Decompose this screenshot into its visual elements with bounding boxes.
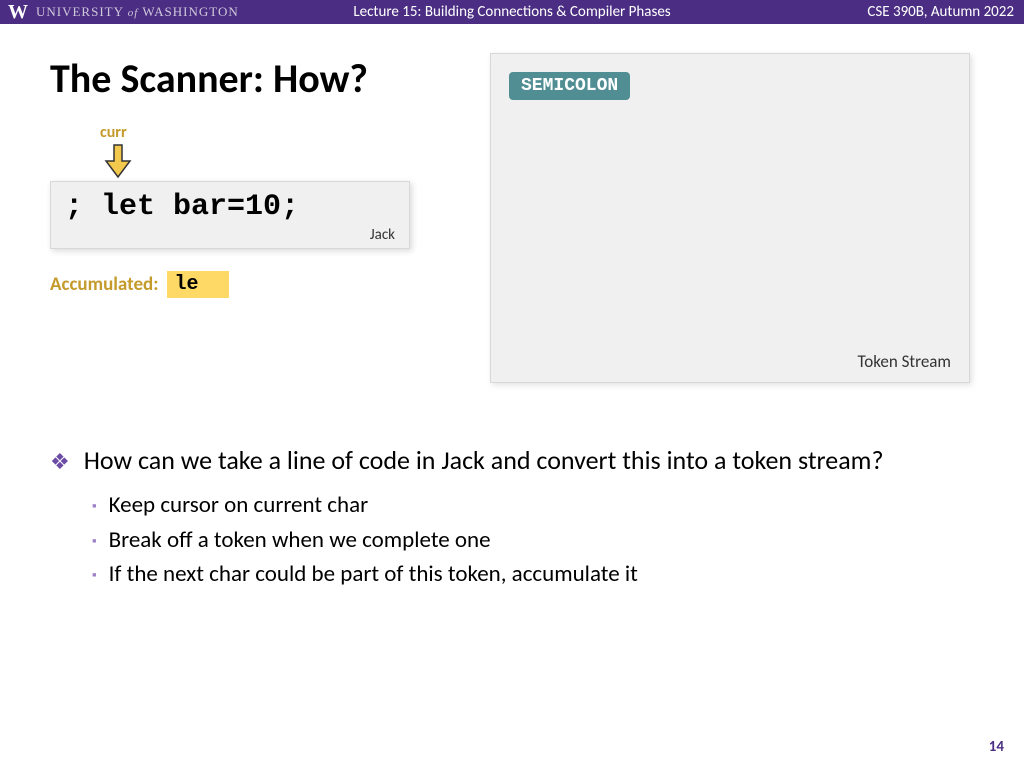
token-stream-panel: SEMICOLON Token Stream [490, 53, 970, 383]
sub-bullet-text: If the next char could be part of this t… [109, 557, 638, 592]
sub-bullet-text: Break off a token when we complete one [109, 523, 491, 558]
language-label: Jack [65, 226, 395, 244]
curr-pointer-label: curr [100, 123, 127, 142]
slide-header: W UNIVERSITY of WASHINGTON Lecture 15: B… [0, 0, 1024, 24]
source-code: ; let bar=10; [65, 190, 395, 224]
code-box: ; let bar=10; Jack [50, 181, 410, 249]
sub-bullet: ▪ Keep cursor on current char [92, 488, 974, 523]
scanner-demo: curr ; let bar=10; Jack Accumulated: le [50, 123, 450, 383]
sub-bullet: ▪ If the next char could be part of this… [92, 557, 974, 592]
accumulated-row: Accumulated: le [50, 271, 450, 298]
square-icon: ▪ [92, 566, 97, 592]
accumulated-label: Accumulated: [50, 273, 159, 296]
token-stream-label: Token Stream [857, 351, 951, 372]
sub-bullet: ▪ Break off a token when we complete one [92, 523, 974, 558]
square-icon: ▪ [92, 497, 97, 523]
token-pill: SEMICOLON [509, 72, 630, 100]
university-block: W UNIVERSITY of WASHINGTON [0, 1, 239, 24]
lecture-title: Lecture 15: Building Connections & Compi… [353, 3, 670, 21]
diamond-icon: ❖ [50, 447, 70, 478]
main-bullet: ❖ How can we take a line of code in Jack… [50, 443, 974, 478]
arrow-down-icon [104, 143, 132, 184]
page-number: 14 [989, 738, 1004, 756]
bullet-list: ❖ How can we take a line of code in Jack… [50, 443, 974, 592]
accumulated-value: le [167, 271, 229, 298]
sub-bullet-text: Keep cursor on current char [109, 488, 369, 523]
university-name: UNIVERSITY of WASHINGTON [36, 4, 239, 20]
w-logo: W [8, 1, 28, 24]
course-label: CSE 390B, Autumn 2022 [867, 3, 1014, 21]
main-bullet-text: How can we take a line of code in Jack a… [84, 443, 884, 478]
square-icon: ▪ [92, 532, 97, 558]
